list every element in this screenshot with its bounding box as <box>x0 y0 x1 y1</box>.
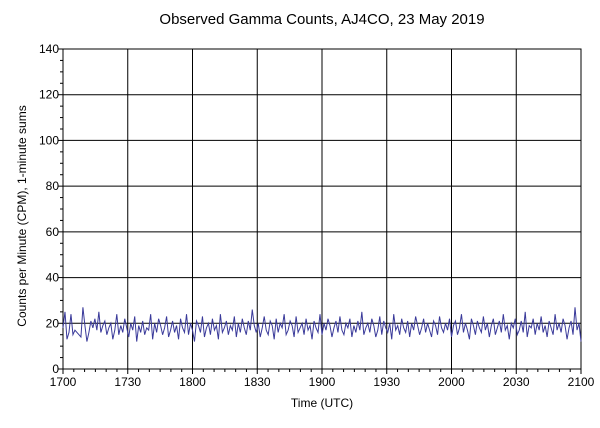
y-tick-label: 80 <box>46 179 60 193</box>
y-axis-ticks: 0 20 40 60 80 100 120 140 <box>39 42 63 376</box>
x-tick-label: 2030 <box>503 375 530 389</box>
x-tick-label: 2000 <box>438 375 465 389</box>
y-tick-label: 120 <box>39 88 59 102</box>
y-tick-label: 40 <box>46 271 60 285</box>
y-tick-label: 20 <box>46 316 60 330</box>
x-axis-label: Time (UTC) <box>291 396 353 410</box>
x-tick-label: 1730 <box>114 375 141 389</box>
x-tick-label: 1900 <box>309 375 336 389</box>
x-tick-label: 1930 <box>373 375 400 389</box>
x-tick-label: 2100 <box>568 375 595 389</box>
y-tick-label: 140 <box>39 42 59 56</box>
x-tick-label: 1800 <box>179 375 206 389</box>
x-tick-label: 1830 <box>244 375 271 389</box>
x-axis-ticks: 1700 1730 1800 1830 1900 1930 2000 2030 2100 <box>50 369 595 389</box>
grid-lines <box>63 49 581 369</box>
chart-title: Observed Gamma Counts, AJ4CO, 23 May 201… <box>159 11 484 28</box>
x-tick-label: 1700 <box>50 375 77 389</box>
plot-frame <box>62 48 582 370</box>
series-line <box>62 307 582 342</box>
y-tick-label: 100 <box>39 133 59 147</box>
y-tick-label: 0 <box>52 362 59 376</box>
y-axis-label: Counts per Minute (CPM), 1-minute sums <box>15 105 29 326</box>
y-tick-label: 60 <box>46 225 60 239</box>
